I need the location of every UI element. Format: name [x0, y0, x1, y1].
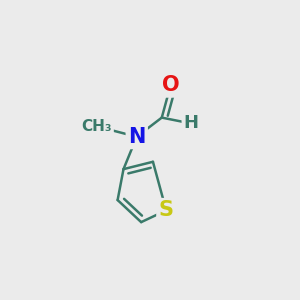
Text: O: O: [162, 75, 179, 95]
Text: S: S: [159, 200, 174, 220]
Text: H: H: [184, 115, 199, 133]
Text: N: N: [128, 127, 146, 147]
Text: CH₃: CH₃: [82, 119, 112, 134]
